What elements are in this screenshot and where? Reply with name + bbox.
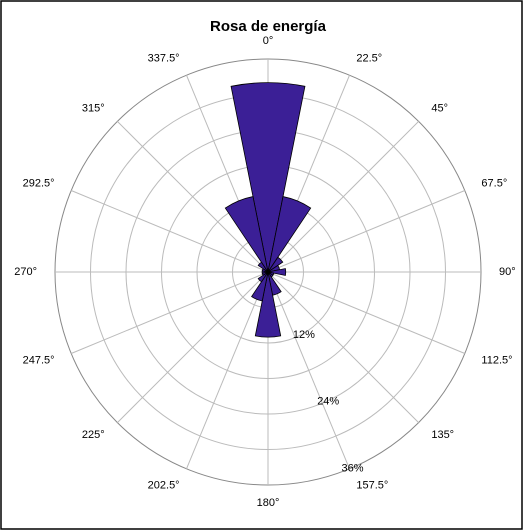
direction-label: 180° (257, 497, 280, 509)
chart-title: Rosa de energía (210, 18, 327, 35)
spoke (267, 271, 465, 354)
r-tick-label: 12% (293, 329, 315, 341)
bar (254, 271, 282, 338)
direction-label: 45° (431, 103, 448, 115)
direction-label: 22.5° (356, 52, 382, 64)
direction-label: 315° (82, 103, 105, 115)
bar (251, 271, 269, 302)
spoke (117, 121, 269, 273)
direction-label: 337.5° (148, 52, 180, 64)
direction-label: 0° (263, 35, 274, 47)
bar (267, 268, 287, 276)
direction-label: 135° (431, 429, 454, 441)
spoke (71, 271, 269, 354)
spoke (267, 271, 350, 469)
direction-label: 67.5° (481, 178, 507, 190)
spoke (267, 121, 419, 273)
bar (257, 271, 269, 283)
bar (267, 196, 312, 273)
direction-label: 112.5° (481, 354, 512, 366)
direction-label: 270° (14, 266, 37, 278)
direction-label: 292.5° (23, 178, 55, 190)
direction-label: 90° (499, 266, 516, 278)
bar (267, 256, 284, 273)
bar (224, 196, 269, 273)
spoke (267, 271, 419, 423)
bar (230, 82, 306, 273)
spoke (186, 271, 269, 469)
direction-label: 225° (82, 429, 105, 441)
spoke (71, 190, 269, 273)
direction-label: 202.5° (148, 479, 180, 491)
direction-label: 157.5° (356, 479, 388, 491)
r-tick-label: 24% (317, 396, 339, 408)
spoke (267, 190, 465, 273)
direction-label: 247.5° (23, 354, 55, 366)
r-tick-label: 36% (341, 462, 363, 474)
spoke (117, 271, 269, 423)
